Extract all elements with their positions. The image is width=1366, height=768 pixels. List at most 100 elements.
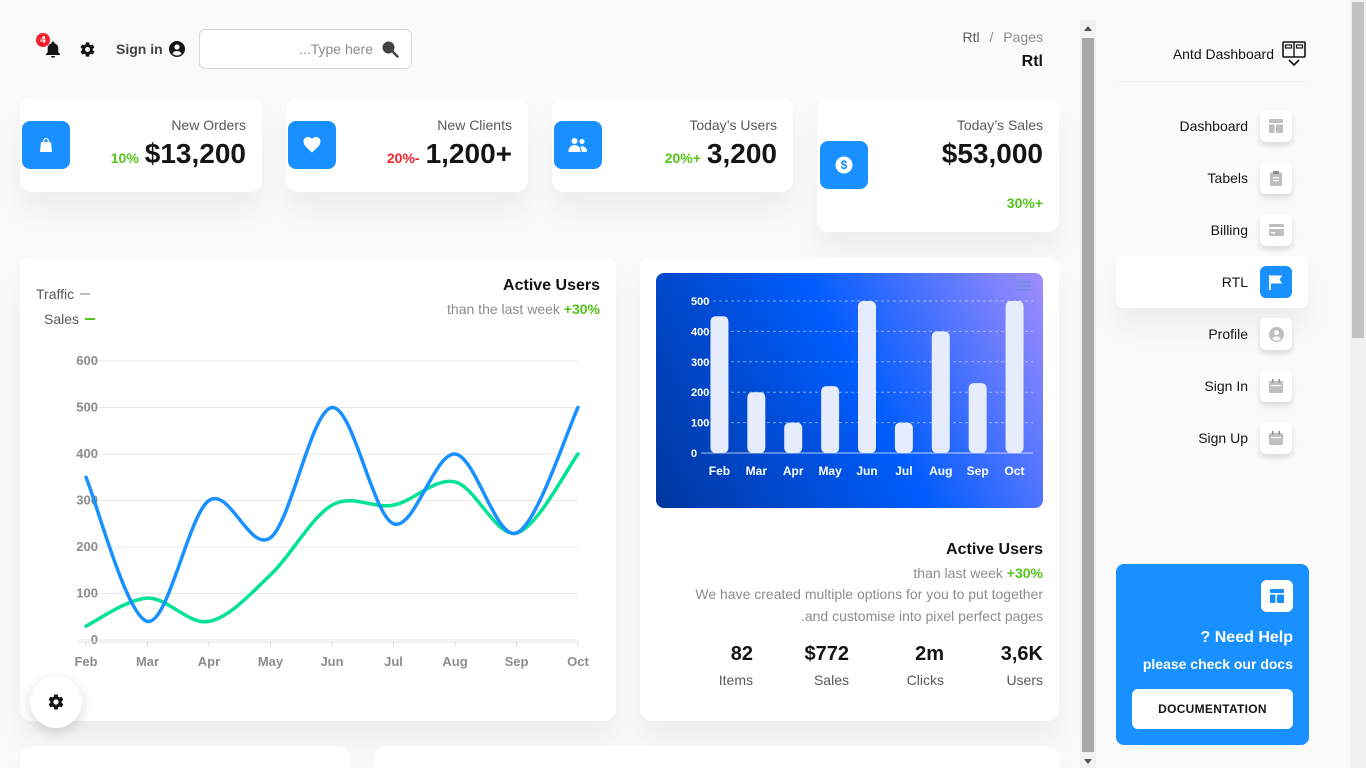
- credit-card-icon: [1268, 224, 1284, 236]
- dollar-icon: $: [835, 156, 853, 174]
- metric-clicks: 2m Clicks: [907, 643, 944, 688]
- bottom-card-right: [374, 746, 1059, 768]
- y-tick-label: 200: [691, 387, 709, 399]
- sidebar-item-icon-box: [1260, 214, 1292, 246]
- scroll-up-arrow[interactable]: [1084, 26, 1092, 31]
- bottom-card-left: [20, 746, 350, 768]
- metric-items: 82 Items: [719, 643, 753, 688]
- breadcrumb-current[interactable]: Rtl: [962, 29, 980, 45]
- scrollbar-thumb[interactable]: [1082, 38, 1094, 752]
- sidebar-brand[interactable]: Antd Dashboard: [1118, 32, 1306, 82]
- help-title: ? Need Help: [1200, 629, 1293, 646]
- bar-card-subtitle: than last week +30%: [913, 565, 1043, 581]
- stat-change: 10%: [110, 150, 139, 166]
- y-tick-label: 400: [691, 326, 709, 338]
- sidebar-item-label: Sign Up: [1198, 430, 1248, 446]
- bar: [858, 301, 876, 453]
- metrics-row: 82 Items $772 Sales 2m Clicks 3,6K Users: [656, 643, 1043, 691]
- calendar-icon: [1269, 379, 1283, 393]
- search-input[interactable]: ...Type here: [199, 29, 412, 69]
- x-tick-label: Apr: [783, 464, 804, 478]
- dashboard-icon: [1269, 119, 1283, 133]
- x-tick-label: May: [258, 654, 284, 669]
- bar: [894, 422, 913, 453]
- help-subtitle: please check our docs: [1142, 656, 1293, 672]
- x-tick-label: Sep: [505, 654, 529, 669]
- x-tick-label: Oct: [567, 654, 589, 669]
- active-users-line-card: Traffic Sales Active Users than the last…: [20, 257, 616, 721]
- user-circle-icon: [168, 41, 185, 57]
- settings-button[interactable]: [76, 38, 98, 60]
- help-icon-box: [1261, 580, 1293, 612]
- sidebar-item-sign-in[interactable]: Sign In: [1116, 360, 1308, 412]
- sidebar-item-icon-box: [1260, 370, 1292, 402]
- calendar-icon: [1269, 431, 1283, 445]
- breadcrumb-root[interactable]: Pages: [1003, 29, 1043, 45]
- x-tick-label: Jul: [895, 464, 912, 478]
- bar: [931, 331, 950, 453]
- notification-badge: 4: [36, 33, 50, 47]
- users-icon: [568, 138, 587, 152]
- sidebar-item-dashboard[interactable]: Dashboard: [1116, 100, 1308, 152]
- sidebar-item-icon-box: [1260, 110, 1292, 142]
- content-scrollbar[interactable]: [1080, 20, 1096, 768]
- line-card-header: Active Users than the last week +30%: [447, 277, 600, 317]
- x-tick-label: Mar: [136, 654, 159, 669]
- search-icon: [382, 41, 399, 58]
- sidebar-item-sign-up[interactable]: Sign Up: [1116, 412, 1308, 464]
- metric-value: 82: [730, 643, 753, 665]
- stat-value: 1,200+: [425, 138, 512, 169]
- metric-users: 3,6K Users: [1001, 643, 1043, 688]
- sidebar-item-billing[interactable]: Billing: [1116, 204, 1308, 256]
- stat-icon-box: [554, 121, 602, 169]
- sidebar-item-label: Sign In: [1204, 378, 1248, 394]
- stat-value: $53,000: [941, 138, 1043, 169]
- y-tick-label: 500: [691, 296, 709, 308]
- y-tick-label: 0: [691, 448, 697, 460]
- page-title: Rtl: [1021, 53, 1043, 70]
- active-users-bar-card: 0 100 200 300 400 500 Feb Mar Apr May Jun Jul Aug Sep…: [640, 257, 1059, 721]
- stat-icon-box: [288, 121, 336, 169]
- metric-sales: $772 Sales: [805, 643, 850, 688]
- stat-change: 20%-: [386, 150, 420, 166]
- sidebar-item-tabels[interactable]: Tabels: [1116, 152, 1308, 204]
- description-line: We have created multiple options for you…: [695, 586, 1043, 602]
- chart-menu-button[interactable]: [1015, 279, 1031, 297]
- metric-value: $772: [804, 643, 850, 665]
- y-tick-label: 500: [76, 400, 98, 415]
- sidebar-item-icon-box: [1260, 422, 1292, 454]
- metric-value: 2m: [915, 643, 944, 665]
- page-scrollbar-thumb[interactable]: [1352, 2, 1364, 338]
- stat-value: $13,200: [144, 138, 246, 169]
- y-tick-label: 400: [76, 446, 98, 461]
- x-tick-label: Feb: [74, 654, 97, 669]
- bar-card-subtitle-text: than last week: [913, 565, 1003, 581]
- sidebar-item-profile[interactable]: Profile: [1116, 308, 1308, 360]
- sidebar-item-label: Tabels: [1207, 170, 1248, 186]
- stat-change: 20%+: [664, 150, 701, 166]
- description-line: .and customise into pixel perfect pages: [800, 608, 1043, 624]
- header-actions: 4 Sign in: [20, 28, 185, 70]
- x-tick-label: May: [818, 464, 842, 478]
- sidebar-item-label: Billing: [1210, 222, 1248, 238]
- stat-title: Today’s Sales: [956, 117, 1043, 133]
- line-card-subtitle-change: +30%: [563, 301, 600, 317]
- stat-icon-box: $: [820, 141, 868, 189]
- legend-item-sales[interactable]: Sales: [36, 306, 96, 331]
- documentation-button[interactable]: DOCUMENTATION: [1132, 689, 1293, 729]
- legend-item-traffic[interactable]: Traffic: [36, 281, 95, 306]
- sign-in-label: Sign in: [116, 41, 163, 57]
- stat-change: 30%+: [1006, 195, 1043, 211]
- scroll-down-arrow[interactable]: [1084, 759, 1092, 764]
- sign-in-link[interactable]: Sign in: [116, 41, 185, 57]
- heart-icon: [303, 137, 321, 153]
- page-scrollbar[interactable]: [1350, 0, 1366, 768]
- line-card-subtitle-text: than the last week: [447, 301, 560, 317]
- y-tick-label: 200: [76, 539, 98, 554]
- sidebar-item-rtl[interactable]: RTL: [1116, 256, 1308, 308]
- floating-settings-button[interactable]: [30, 676, 82, 728]
- x-tick-label: Apr: [198, 654, 220, 669]
- bar-card-header: Active Users than last week +30%: [913, 541, 1043, 581]
- notifications-button[interactable]: 4: [36, 33, 66, 62]
